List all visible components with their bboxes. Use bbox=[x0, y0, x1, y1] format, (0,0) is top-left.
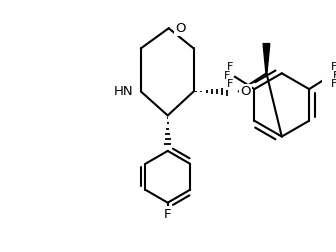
Text: F: F bbox=[227, 62, 233, 72]
Text: F: F bbox=[164, 208, 171, 221]
Text: F: F bbox=[330, 79, 336, 89]
Text: F: F bbox=[227, 79, 233, 89]
Text: O: O bbox=[175, 22, 186, 35]
Text: O: O bbox=[241, 85, 251, 98]
Text: HN: HN bbox=[114, 85, 133, 98]
Polygon shape bbox=[263, 44, 270, 73]
Text: F: F bbox=[333, 71, 336, 81]
Text: F: F bbox=[330, 62, 336, 72]
Text: F: F bbox=[224, 71, 230, 81]
